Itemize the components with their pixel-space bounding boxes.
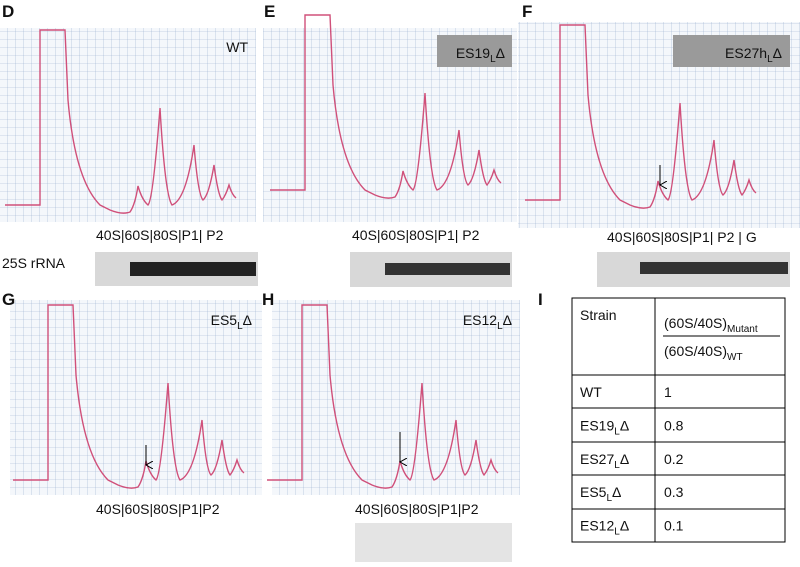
table-cell: 1 [664,384,672,400]
text-part: L [767,54,773,65]
text-part: ES12 [580,518,614,534]
fraction-labels: 40S|60S|80S|P1| P2 [96,227,224,243]
text-part: ES19 [580,417,614,433]
table-header: Strain [580,307,617,323]
grid-paper [0,28,256,222]
table-cell: 0.8 [664,417,684,433]
text-part: ES12 [463,312,497,328]
table [571,297,786,543]
strain-label: WT [226,39,248,55]
table-border [571,297,786,543]
text-part: WT [727,352,743,363]
text-part: L [614,460,620,471]
panel-letter: G [2,290,15,309]
fraction-labels: 40S|60S|80S|P1| P2 | G [607,229,757,245]
table-cell: ES27LΔ [580,451,629,471]
text-part: ES27h [725,45,767,61]
text-part: Δ [620,451,629,467]
text-part: ES5 [580,484,607,500]
blot-band [385,263,510,275]
text-part: Δ [773,45,782,61]
text-part: L [237,321,243,332]
label-box [437,35,512,67]
panel-letter: H [262,290,274,309]
blot-band [130,262,256,276]
blot-band [640,262,788,274]
table-header: (60S/40S)WT [664,343,743,363]
text-part: ES19 [456,45,490,61]
table-cell: 0.1 [664,518,684,534]
profiles [0,14,800,495]
text-part: Δ [620,417,629,433]
panel-letter: F [522,2,532,21]
table-header: (60S/40S)Mutant [664,315,758,335]
panel-letter: E [264,2,275,21]
table-cell: ES5LΔ [580,484,621,504]
table-cell: ES12LΔ [580,518,629,538]
text-part: ES5 [211,312,238,328]
strain-label: ES19LΔ [456,45,505,65]
text-part: L [614,527,620,538]
text-part: Mutant [727,324,758,335]
fraction-labels: 40S|60S|80S|P1|P2 [96,501,220,517]
fraction-labels: 40S|60S|80S|P1| P2 [352,227,480,243]
text-part: Δ [243,312,252,328]
text-part: WT [226,39,248,55]
table-cell: 0.2 [664,451,684,467]
table-cell: ES19LΔ [580,417,629,437]
fraction-labels: 40S|60S|80S|P1|P2 [355,501,479,517]
grid-paper [10,300,262,495]
text-part: Δ [503,312,512,328]
text-part: L [606,493,612,504]
label-box [673,35,790,67]
text-part: Δ [620,518,629,534]
table-cell: WT [580,384,602,400]
panel-letter: D [2,2,14,21]
text-part: L [614,426,620,437]
strain-label: ES12LΔ [463,312,512,332]
panel-letter: I [538,290,543,309]
text-part: Δ [612,484,621,500]
text-part: (60S/40S) [664,343,727,359]
text-part: L [497,321,503,332]
text-part: ES27 [580,451,614,467]
grid-paper [272,300,520,495]
blot-label: 25S rRNA [2,255,66,271]
strain-label: ES27hLΔ [725,45,782,65]
table-cell: 0.3 [664,484,684,500]
blot [355,523,512,562]
text-part: WT [580,384,602,400]
strain-label: ES5LΔ [211,312,252,332]
text-part: (60S/40S) [664,315,727,331]
blots [95,252,790,562]
text-part: Δ [496,45,505,61]
text-part: L [490,54,496,65]
